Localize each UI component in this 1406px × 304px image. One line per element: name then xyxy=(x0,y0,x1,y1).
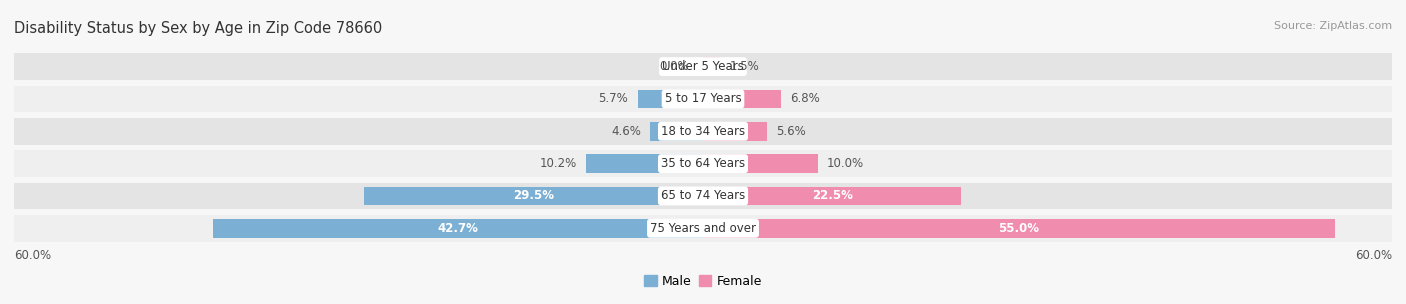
Text: Under 5 Years: Under 5 Years xyxy=(662,60,744,73)
Bar xyxy=(703,187,962,205)
Text: 5 to 17 Years: 5 to 17 Years xyxy=(665,92,741,105)
Text: Disability Status by Sex by Age in Zip Code 78660: Disability Status by Sex by Age in Zip C… xyxy=(14,21,382,36)
Bar xyxy=(14,118,1392,144)
Text: 42.7%: 42.7% xyxy=(437,222,478,235)
Text: 5.6%: 5.6% xyxy=(776,125,806,138)
Text: 60.0%: 60.0% xyxy=(1355,249,1392,262)
Bar xyxy=(637,90,703,108)
Bar xyxy=(14,54,1392,80)
Bar xyxy=(14,215,1392,241)
Bar xyxy=(364,187,703,205)
Bar xyxy=(703,90,782,108)
Bar xyxy=(586,154,703,173)
Text: 60.0%: 60.0% xyxy=(14,249,51,262)
Bar xyxy=(703,219,1334,238)
Text: 6.8%: 6.8% xyxy=(790,92,820,105)
Text: 4.6%: 4.6% xyxy=(612,125,641,138)
Legend: Male, Female: Male, Female xyxy=(644,275,762,288)
Text: 10.2%: 10.2% xyxy=(540,157,576,170)
Text: 22.5%: 22.5% xyxy=(811,189,852,202)
Bar xyxy=(703,154,818,173)
Text: 5.7%: 5.7% xyxy=(599,92,628,105)
Bar xyxy=(14,86,1392,112)
Bar xyxy=(14,150,1392,177)
Bar xyxy=(703,122,768,141)
Bar xyxy=(212,219,703,238)
Text: 1.5%: 1.5% xyxy=(730,60,759,73)
Text: Source: ZipAtlas.com: Source: ZipAtlas.com xyxy=(1274,21,1392,31)
Bar xyxy=(14,183,1392,209)
Text: 75 Years and over: 75 Years and over xyxy=(650,222,756,235)
Text: 55.0%: 55.0% xyxy=(998,222,1039,235)
Bar xyxy=(703,57,720,76)
Text: 0.0%: 0.0% xyxy=(659,60,689,73)
Text: 18 to 34 Years: 18 to 34 Years xyxy=(661,125,745,138)
Text: 29.5%: 29.5% xyxy=(513,189,554,202)
Bar xyxy=(650,122,703,141)
Text: 65 to 74 Years: 65 to 74 Years xyxy=(661,189,745,202)
Text: 10.0%: 10.0% xyxy=(827,157,865,170)
Text: 35 to 64 Years: 35 to 64 Years xyxy=(661,157,745,170)
